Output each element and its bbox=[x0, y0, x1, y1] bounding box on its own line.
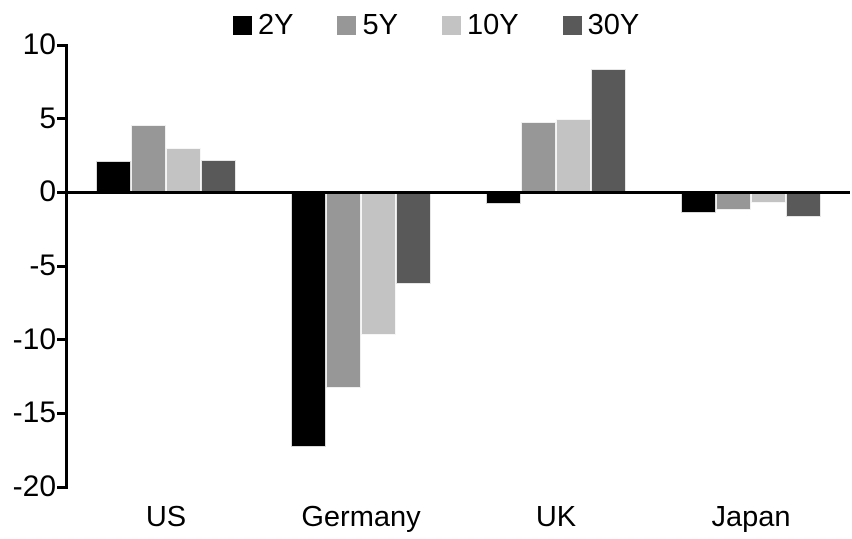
x-axis-category-label: US bbox=[145, 501, 187, 533]
y-axis-tick-mark bbox=[57, 265, 67, 268]
y-axis-tick-mark bbox=[57, 44, 67, 47]
legend-label: 30Y bbox=[587, 9, 640, 41]
zero-baseline bbox=[65, 191, 850, 194]
bar-germany-30y bbox=[396, 192, 431, 284]
legend-item-2y: 2Y bbox=[233, 11, 293, 40]
bar-japan-2y bbox=[681, 192, 716, 213]
chart-legend: 2Y 5Y 10Y 30Y bbox=[233, 11, 639, 40]
bar-uk-30y bbox=[591, 68, 626, 193]
legend-label: 2Y bbox=[258, 9, 294, 41]
legend-item-30y: 30Y bbox=[562, 9, 640, 41]
legend-item-5y: 5Y bbox=[337, 9, 398, 41]
x-axis-category-label: UK bbox=[535, 501, 577, 533]
y-axis-tick-label: -15 bbox=[12, 396, 56, 430]
bar-us-10y bbox=[166, 148, 201, 193]
legend-swatch-icon bbox=[562, 16, 582, 35]
bar-uk-10y bbox=[556, 118, 591, 193]
legend-label: 10Y bbox=[466, 9, 519, 41]
y-axis-tick-mark bbox=[57, 117, 67, 120]
y-axis-tick-mark bbox=[57, 338, 67, 341]
y-axis-tick-label: -5 bbox=[29, 249, 56, 282]
y-axis-tick-mark bbox=[57, 412, 67, 415]
y-axis-tick-mark bbox=[57, 191, 67, 194]
bar-us-2y bbox=[96, 161, 131, 193]
x-axis-category-label: Germany bbox=[301, 501, 421, 533]
legend-swatch-icon bbox=[233, 16, 252, 35]
bar-us-30y bbox=[201, 159, 236, 193]
y-axis-line bbox=[65, 44, 68, 489]
bar-uk-2y bbox=[486, 192, 521, 205]
y-axis-tick-label: 0 bbox=[39, 175, 56, 209]
legend-swatch-icon bbox=[337, 16, 357, 35]
bar-germany-2y bbox=[291, 192, 326, 448]
x-axis-category-label: Japan bbox=[711, 501, 791, 533]
bar-germany-5y bbox=[326, 192, 361, 389]
y-axis-tick-label: -10 bbox=[12, 322, 56, 356]
bar-japan-5y bbox=[716, 192, 751, 210]
legend-label: 5Y bbox=[362, 9, 398, 41]
y-axis-tick-mark bbox=[57, 486, 67, 489]
y-axis-tick-label: 5 bbox=[39, 101, 56, 135]
y-axis-tick-label: 10 bbox=[22, 28, 56, 61]
bar-japan-30y bbox=[786, 192, 821, 218]
bar-uk-5y bbox=[521, 121, 556, 193]
legend-swatch-icon bbox=[441, 16, 461, 35]
bar-germany-10y bbox=[361, 192, 396, 336]
y-axis-tick-label: -20 bbox=[12, 470, 56, 503]
bar-us-5y bbox=[131, 124, 166, 193]
legend-item-10y: 10Y bbox=[441, 9, 519, 41]
